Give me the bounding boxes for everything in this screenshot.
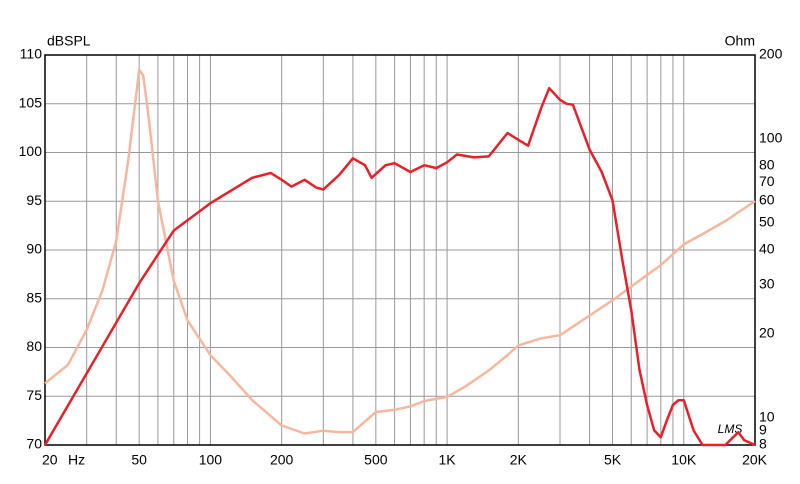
y2-tick-label: 100 [759, 130, 783, 146]
y2-tick-label: 200 [759, 46, 783, 62]
y2-tick-label: 40 [759, 241, 775, 257]
x-unit: Hz [68, 452, 85, 468]
x-tick-label: 20K [742, 452, 768, 468]
y-tick-label: 105 [19, 94, 43, 110]
y2-tick-label: 30 [759, 276, 775, 292]
y-tick-label: 100 [19, 143, 43, 159]
x-tick-label: 1K [439, 452, 457, 468]
y-tick-label: 80 [26, 338, 42, 354]
y-tick-label: 110 [20, 46, 43, 62]
y2-tick-label: 9 [759, 421, 767, 437]
x-tick-label: 200 [270, 452, 294, 468]
plot-border [44, 54, 756, 446]
x-tick-label: 5K [604, 452, 622, 468]
y-tick-label: 95 [26, 192, 42, 208]
y-tick-label: 90 [26, 241, 42, 257]
x-tick-label: 100 [199, 452, 223, 468]
y-axis-label: dBSPL [47, 33, 91, 49]
y2-tick-label: 60 [759, 192, 775, 208]
y2-tick-label: 50 [759, 214, 775, 230]
y2-tick-label: 80 [759, 157, 775, 173]
y-tick-label: 85 [26, 289, 42, 305]
y2-tick-label: 70 [759, 173, 775, 189]
y-tick-label: 70 [26, 436, 42, 452]
x-tick-label: 10K [671, 452, 697, 468]
y2-tick-label: 8 [759, 436, 767, 452]
y-tick-label: 75 [26, 387, 42, 403]
x-tick-label: 500 [364, 452, 388, 468]
series-line [43, 86, 756, 447]
series-line [44, 68, 756, 435]
y2-tick-label: 20 [759, 325, 775, 341]
y2-tick-label: 10 [759, 409, 775, 425]
y2-axis-label: Ohm [725, 33, 755, 49]
x-tick-label: 20 [42, 452, 58, 468]
x-tick-label: 2K [510, 452, 528, 468]
x-tick-label: 50 [131, 452, 147, 468]
